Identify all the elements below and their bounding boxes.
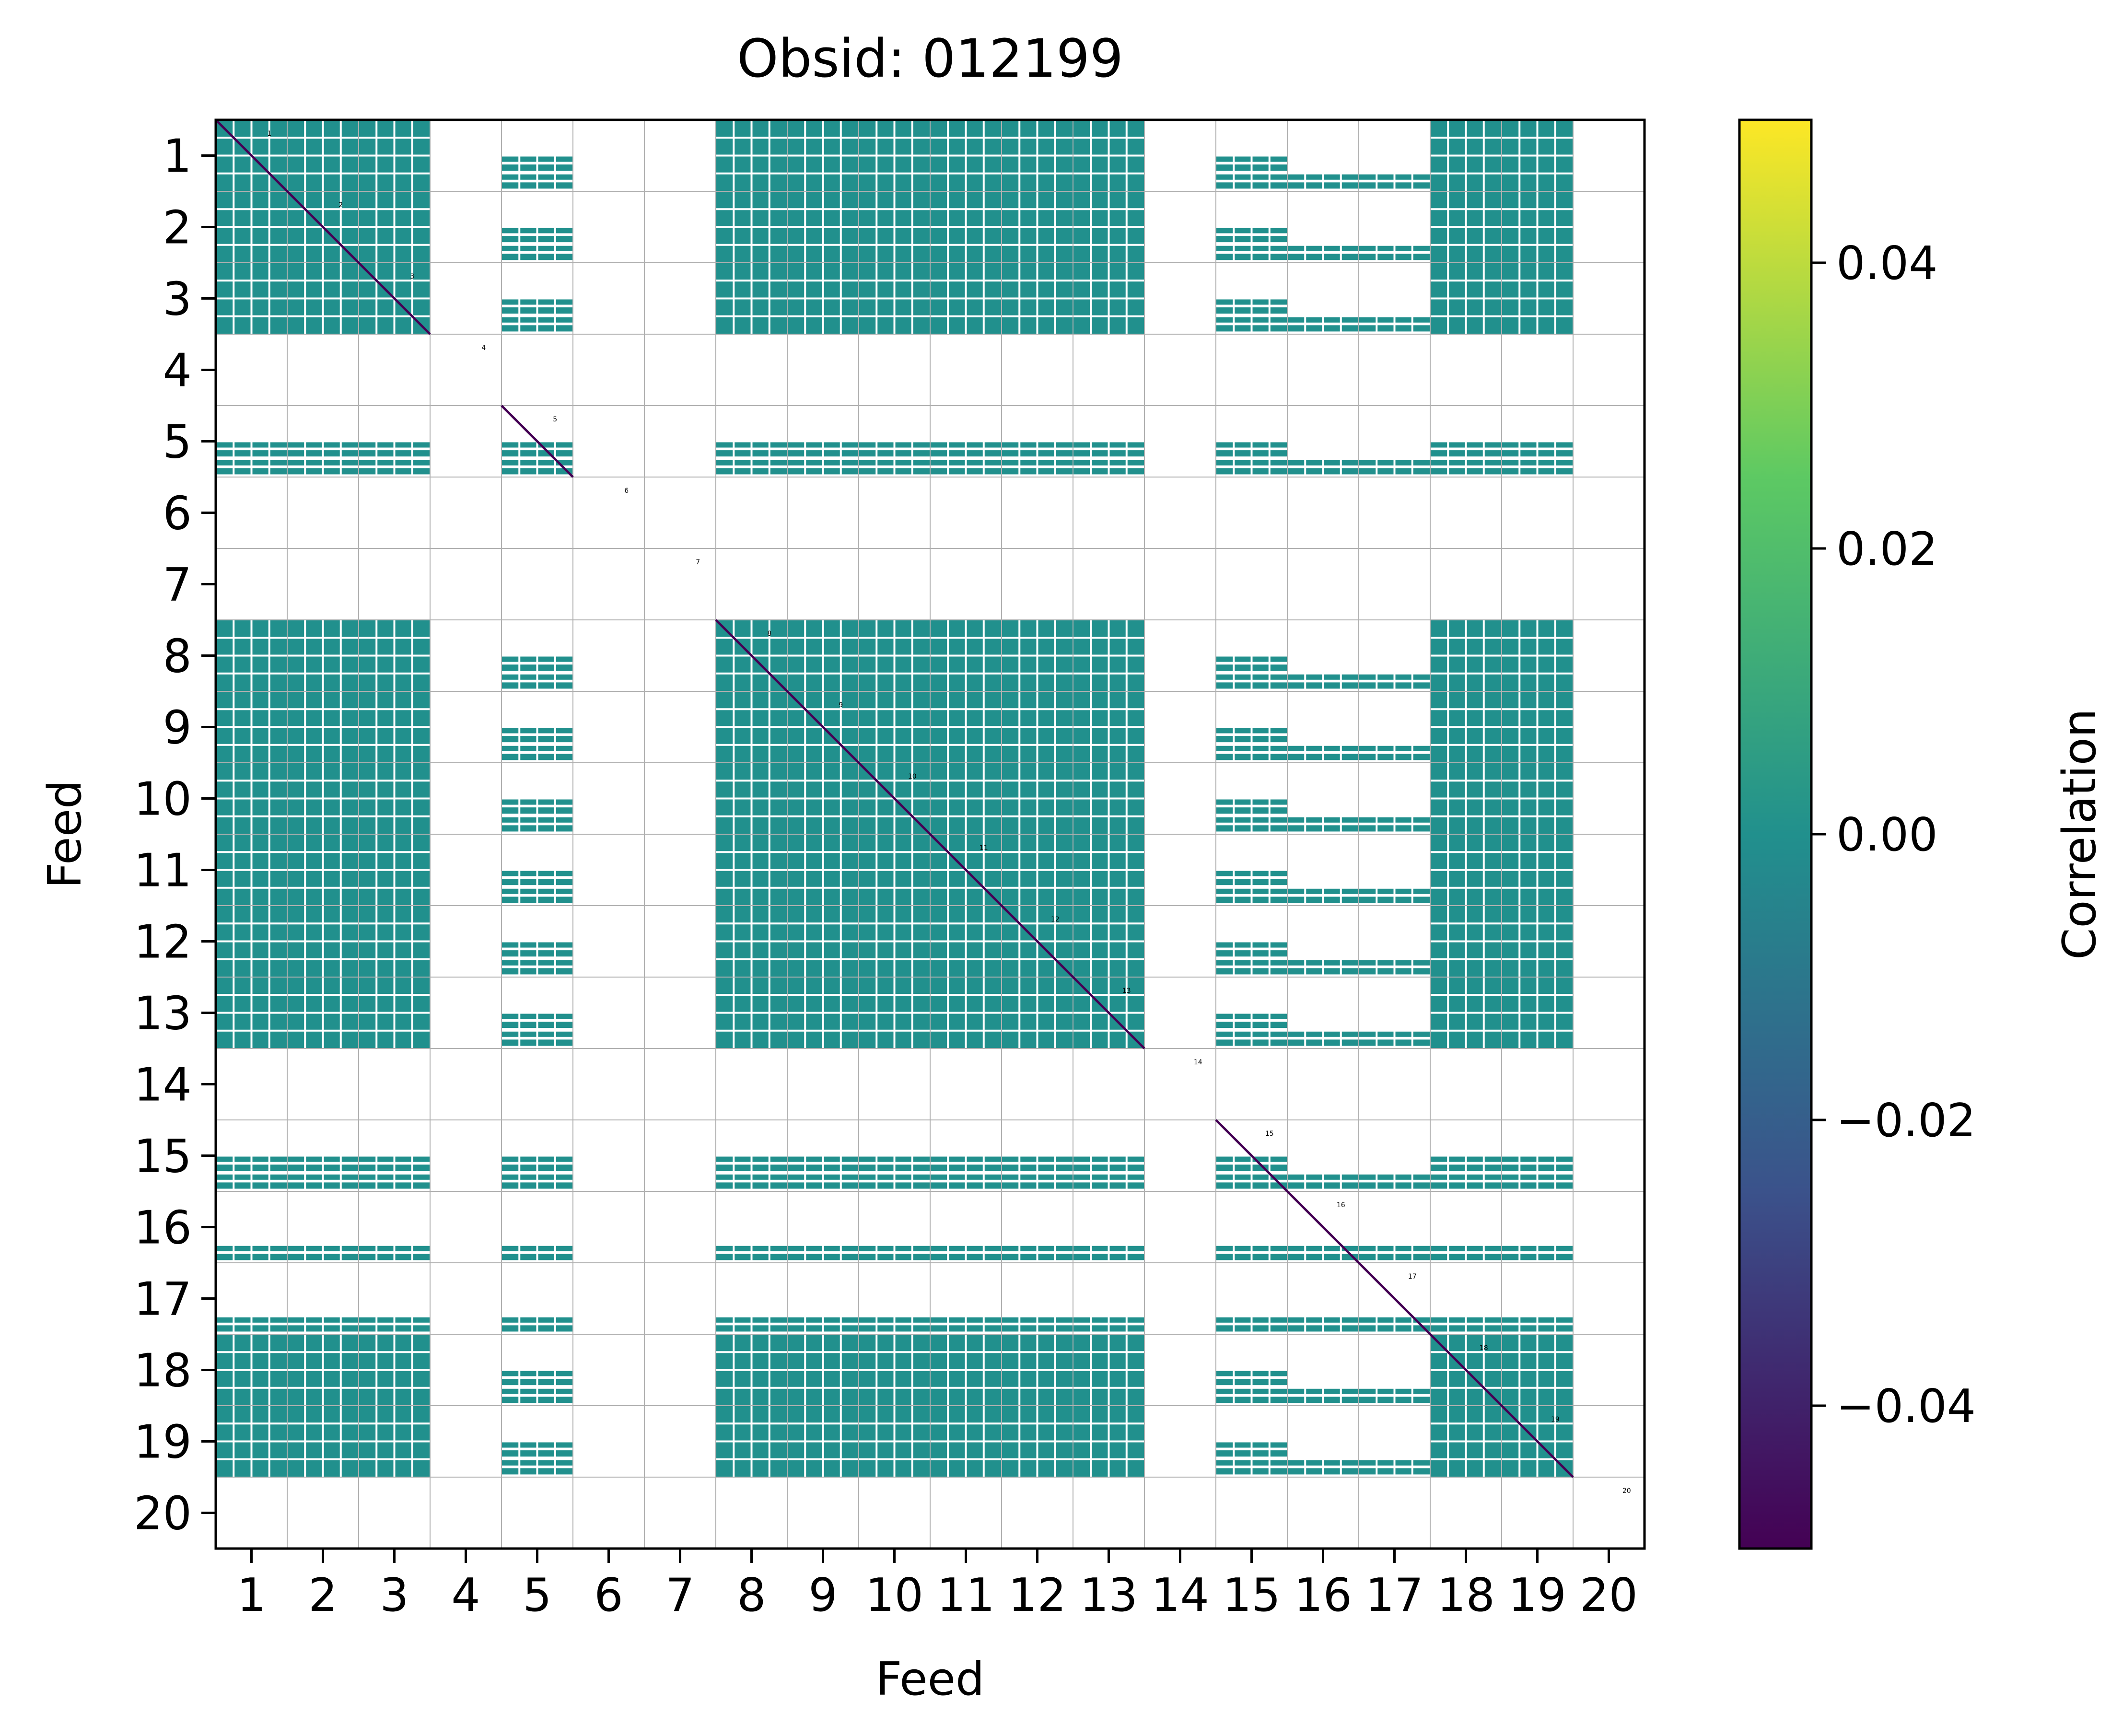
colorbar-tick-label: 0.02	[1836, 523, 1938, 576]
diagonal-segment	[286, 190, 360, 264]
plot-frame	[214, 118, 1646, 1550]
y-tick-label: 3	[163, 273, 192, 326]
block-label: 8	[767, 630, 771, 638]
colorbar-tick-label: 0.00	[1836, 809, 1938, 862]
y-axis-label: Feed	[39, 780, 92, 889]
diagonal-segment	[216, 120, 288, 192]
diagonal-segment	[1429, 1333, 1503, 1407]
diagonal-segment	[715, 619, 788, 692]
diagonal-segment	[929, 833, 1003, 907]
x-tick-label: 19	[1508, 1569, 1566, 1622]
x-tick-label: 12	[1008, 1569, 1066, 1622]
y-tick-label: 14	[134, 1059, 192, 1112]
y-tick-label: 7	[163, 559, 192, 612]
x-tick-label: 5	[523, 1569, 551, 1622]
diagonal-segment	[501, 405, 574, 478]
block-label: 12	[1051, 916, 1060, 923]
x-tick-label: 10	[865, 1569, 923, 1622]
colorbar-label: Correlation	[2053, 709, 2106, 960]
diagonal-segment	[1072, 976, 1145, 1049]
block-label: 13	[1122, 987, 1131, 995]
y-tick-label: 10	[134, 773, 192, 826]
diagonal-segment	[1001, 905, 1074, 978]
x-tick-label: 17	[1365, 1569, 1423, 1622]
y-tick-label: 18	[134, 1345, 192, 1398]
y-tick-label: 11	[134, 845, 192, 897]
block-label: 17	[1408, 1273, 1417, 1281]
x-axis-label: Feed	[876, 1653, 985, 1706]
x-tick-label: 9	[808, 1569, 837, 1622]
block-label: 19	[1551, 1416, 1560, 1423]
x-tick-label: 20	[1580, 1569, 1638, 1622]
x-tick-label: 7	[665, 1569, 694, 1622]
x-tick-label: 6	[594, 1569, 623, 1622]
y-tick-label: 8	[163, 630, 192, 683]
y-tick-label: 2	[163, 202, 192, 255]
y-tick-label: 6	[163, 488, 192, 540]
block-label: 1	[267, 130, 271, 138]
y-tick-label: 15	[134, 1130, 192, 1183]
block-label: 15	[1265, 1130, 1274, 1138]
block-label: 4	[481, 344, 486, 352]
block-label: 18	[1480, 1344, 1488, 1352]
x-tick-label: 11	[937, 1569, 995, 1622]
diagonal-segment	[858, 762, 931, 835]
colorbar-tick-label: −0.04	[1836, 1380, 1976, 1433]
y-tick-label: 4	[163, 345, 192, 397]
y-tick-label: 12	[134, 916, 192, 969]
block-label: 11	[980, 844, 988, 852]
diagonal-segment	[786, 690, 860, 764]
block-label: 20	[1622, 1487, 1631, 1495]
x-tick-label: 4	[451, 1569, 480, 1622]
diagonal-segment	[1215, 1119, 1288, 1192]
y-tick-label: 5	[163, 416, 192, 469]
colorbar-ticks: 0.04 0.02 0.00 −0.02 −0.04	[1811, 237, 1976, 1433]
x-tick-label: 18	[1437, 1569, 1495, 1622]
diagonal-segment	[1286, 1190, 1360, 1264]
y-tick-label: 9	[163, 702, 192, 755]
chart-title: Obsid: 012199	[737, 28, 1123, 89]
x-tick-label: 2	[308, 1569, 337, 1622]
x-tick-label: 14	[1151, 1569, 1209, 1622]
grid-lines	[216, 120, 1644, 1549]
colorbar	[1738, 118, 1813, 1550]
x-tick-label: 1	[237, 1569, 266, 1622]
y-tick-label: 17	[134, 1273, 192, 1326]
colorbar-tick-label: −0.02	[1836, 1095, 1976, 1147]
diagonal-segment	[1501, 1405, 1574, 1478]
block-label: 14	[1194, 1059, 1202, 1066]
x-tick-label: 15	[1223, 1569, 1281, 1622]
x-tick-label: 16	[1294, 1569, 1352, 1622]
y-tick-label: 16	[134, 1202, 192, 1255]
block-label: 16	[1337, 1201, 1345, 1209]
diagonal-segment	[358, 262, 431, 335]
x-tick-label: 3	[380, 1569, 408, 1622]
heatmap-cells	[216, 120, 1573, 1477]
diagonal-line	[216, 120, 1574, 1478]
colorbar-tick-label: 0.04	[1836, 237, 1938, 290]
y-tick-label: 13	[134, 988, 192, 1040]
block-label: 5	[553, 416, 557, 423]
x-tick-label: 8	[737, 1569, 766, 1622]
block-label: 3	[410, 273, 414, 280]
x-tick-label: 13	[1080, 1569, 1138, 1622]
block-label: 9	[839, 701, 843, 709]
y-tick-label: 1	[163, 130, 192, 183]
y-tick-label: 19	[134, 1416, 192, 1469]
diagonal-segment	[1358, 1262, 1431, 1335]
block-label: 7	[696, 559, 700, 566]
block-label: 6	[624, 487, 629, 495]
block-label: 2	[338, 201, 343, 209]
x-axis-ticks: 1 2 3 4 5 6 7 8 9 10 11 12 13 14 15 16 17 18 19 20	[237, 1549, 1638, 1622]
y-tick-label: 20	[134, 1488, 192, 1540]
block-label: 10	[908, 773, 917, 781]
